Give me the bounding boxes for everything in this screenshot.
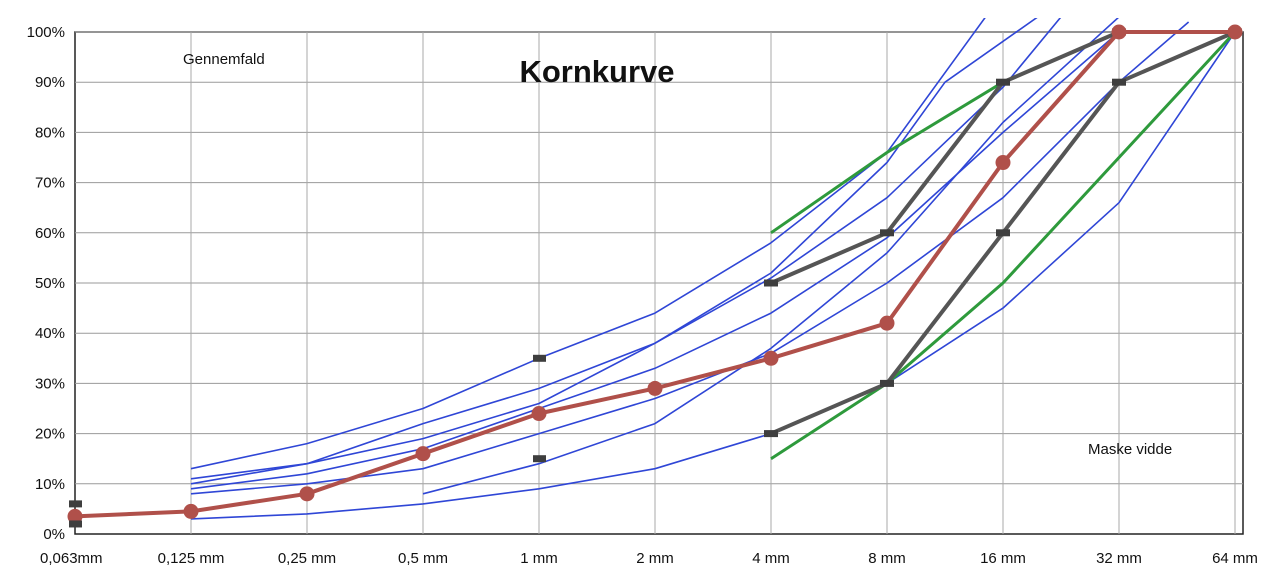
- grey-limit-point: [764, 430, 778, 438]
- series-line-blue: [190, 21, 1190, 495]
- x-tick-label: 8 mm: [868, 550, 906, 567]
- sample-point: [879, 315, 895, 331]
- y-tick-label: 50%: [35, 275, 65, 292]
- grey-limit-point: [1112, 78, 1126, 86]
- y-tick-label: 40%: [35, 325, 65, 342]
- sample-point: [183, 503, 199, 519]
- sample-point: [763, 350, 779, 366]
- limit-marker: [69, 500, 82, 508]
- x-tick-label: 16 mm: [980, 550, 1026, 567]
- sample-point: [1227, 24, 1243, 40]
- sample-point: [995, 155, 1011, 171]
- x-tick-label: 0,063mm: [40, 550, 103, 567]
- x-tick-label: 64 mm: [1212, 550, 1258, 567]
- y-axis-label: Gennemfald: [183, 51, 265, 68]
- x-axis-label: Maske vidde: [1088, 441, 1172, 458]
- series-line-green: [770, 30, 1237, 460]
- x-tick-label: 0,5 mm: [398, 550, 448, 567]
- sample-point: [647, 380, 663, 396]
- y-tick-label: 90%: [35, 74, 65, 91]
- limit-marker: [533, 455, 546, 463]
- series-line-blue: [422, 18, 1119, 495]
- limit-marker: [69, 520, 82, 528]
- grey-limit-point: [764, 279, 778, 287]
- y-tick-label: 80%: [35, 124, 65, 141]
- y-tick-label: 70%: [35, 175, 65, 192]
- y-tick-label: 60%: [35, 225, 65, 242]
- y-tick-label: 20%: [35, 426, 65, 443]
- x-tick-label: 32 mm: [1096, 550, 1142, 567]
- sample-point: [67, 508, 83, 524]
- grey-limit-point: [880, 229, 894, 237]
- sample-point: [299, 486, 315, 502]
- y-tick-label: 30%: [35, 375, 65, 392]
- x-tick-label: 0,125 mm: [158, 550, 225, 567]
- series-line-blue: [190, 18, 1038, 485]
- series-line-blue: [190, 31, 1236, 520]
- grey-limit-point: [996, 229, 1010, 237]
- x-tick-label: 2 mm: [636, 550, 674, 567]
- tick-labels: 0% 10% 20% 30% 40% 50% 60% 70% 80% 90% 100% 0,063mm…: [27, 24, 1258, 567]
- x-tick-label: 0,25 mm: [278, 550, 336, 567]
- x-tick-label: 1 mm: [520, 550, 558, 567]
- grey-limit-point: [880, 379, 894, 387]
- y-tick-label: 10%: [35, 476, 65, 493]
- grey-limit-point: [996, 78, 1010, 86]
- x-tick-label: 4 mm: [752, 550, 790, 567]
- chart-title: Kornkurve: [519, 54, 674, 89]
- sample-point: [1111, 24, 1127, 40]
- sample-point: [415, 446, 431, 462]
- y-tick-label: 100%: [27, 24, 65, 41]
- limit-marker: [533, 354, 546, 362]
- y-tick-label: 0%: [43, 526, 65, 543]
- series-layer: [67, 18, 1243, 528]
- series-line-blue: [190, 31, 1120, 490]
- sample-point: [531, 406, 547, 422]
